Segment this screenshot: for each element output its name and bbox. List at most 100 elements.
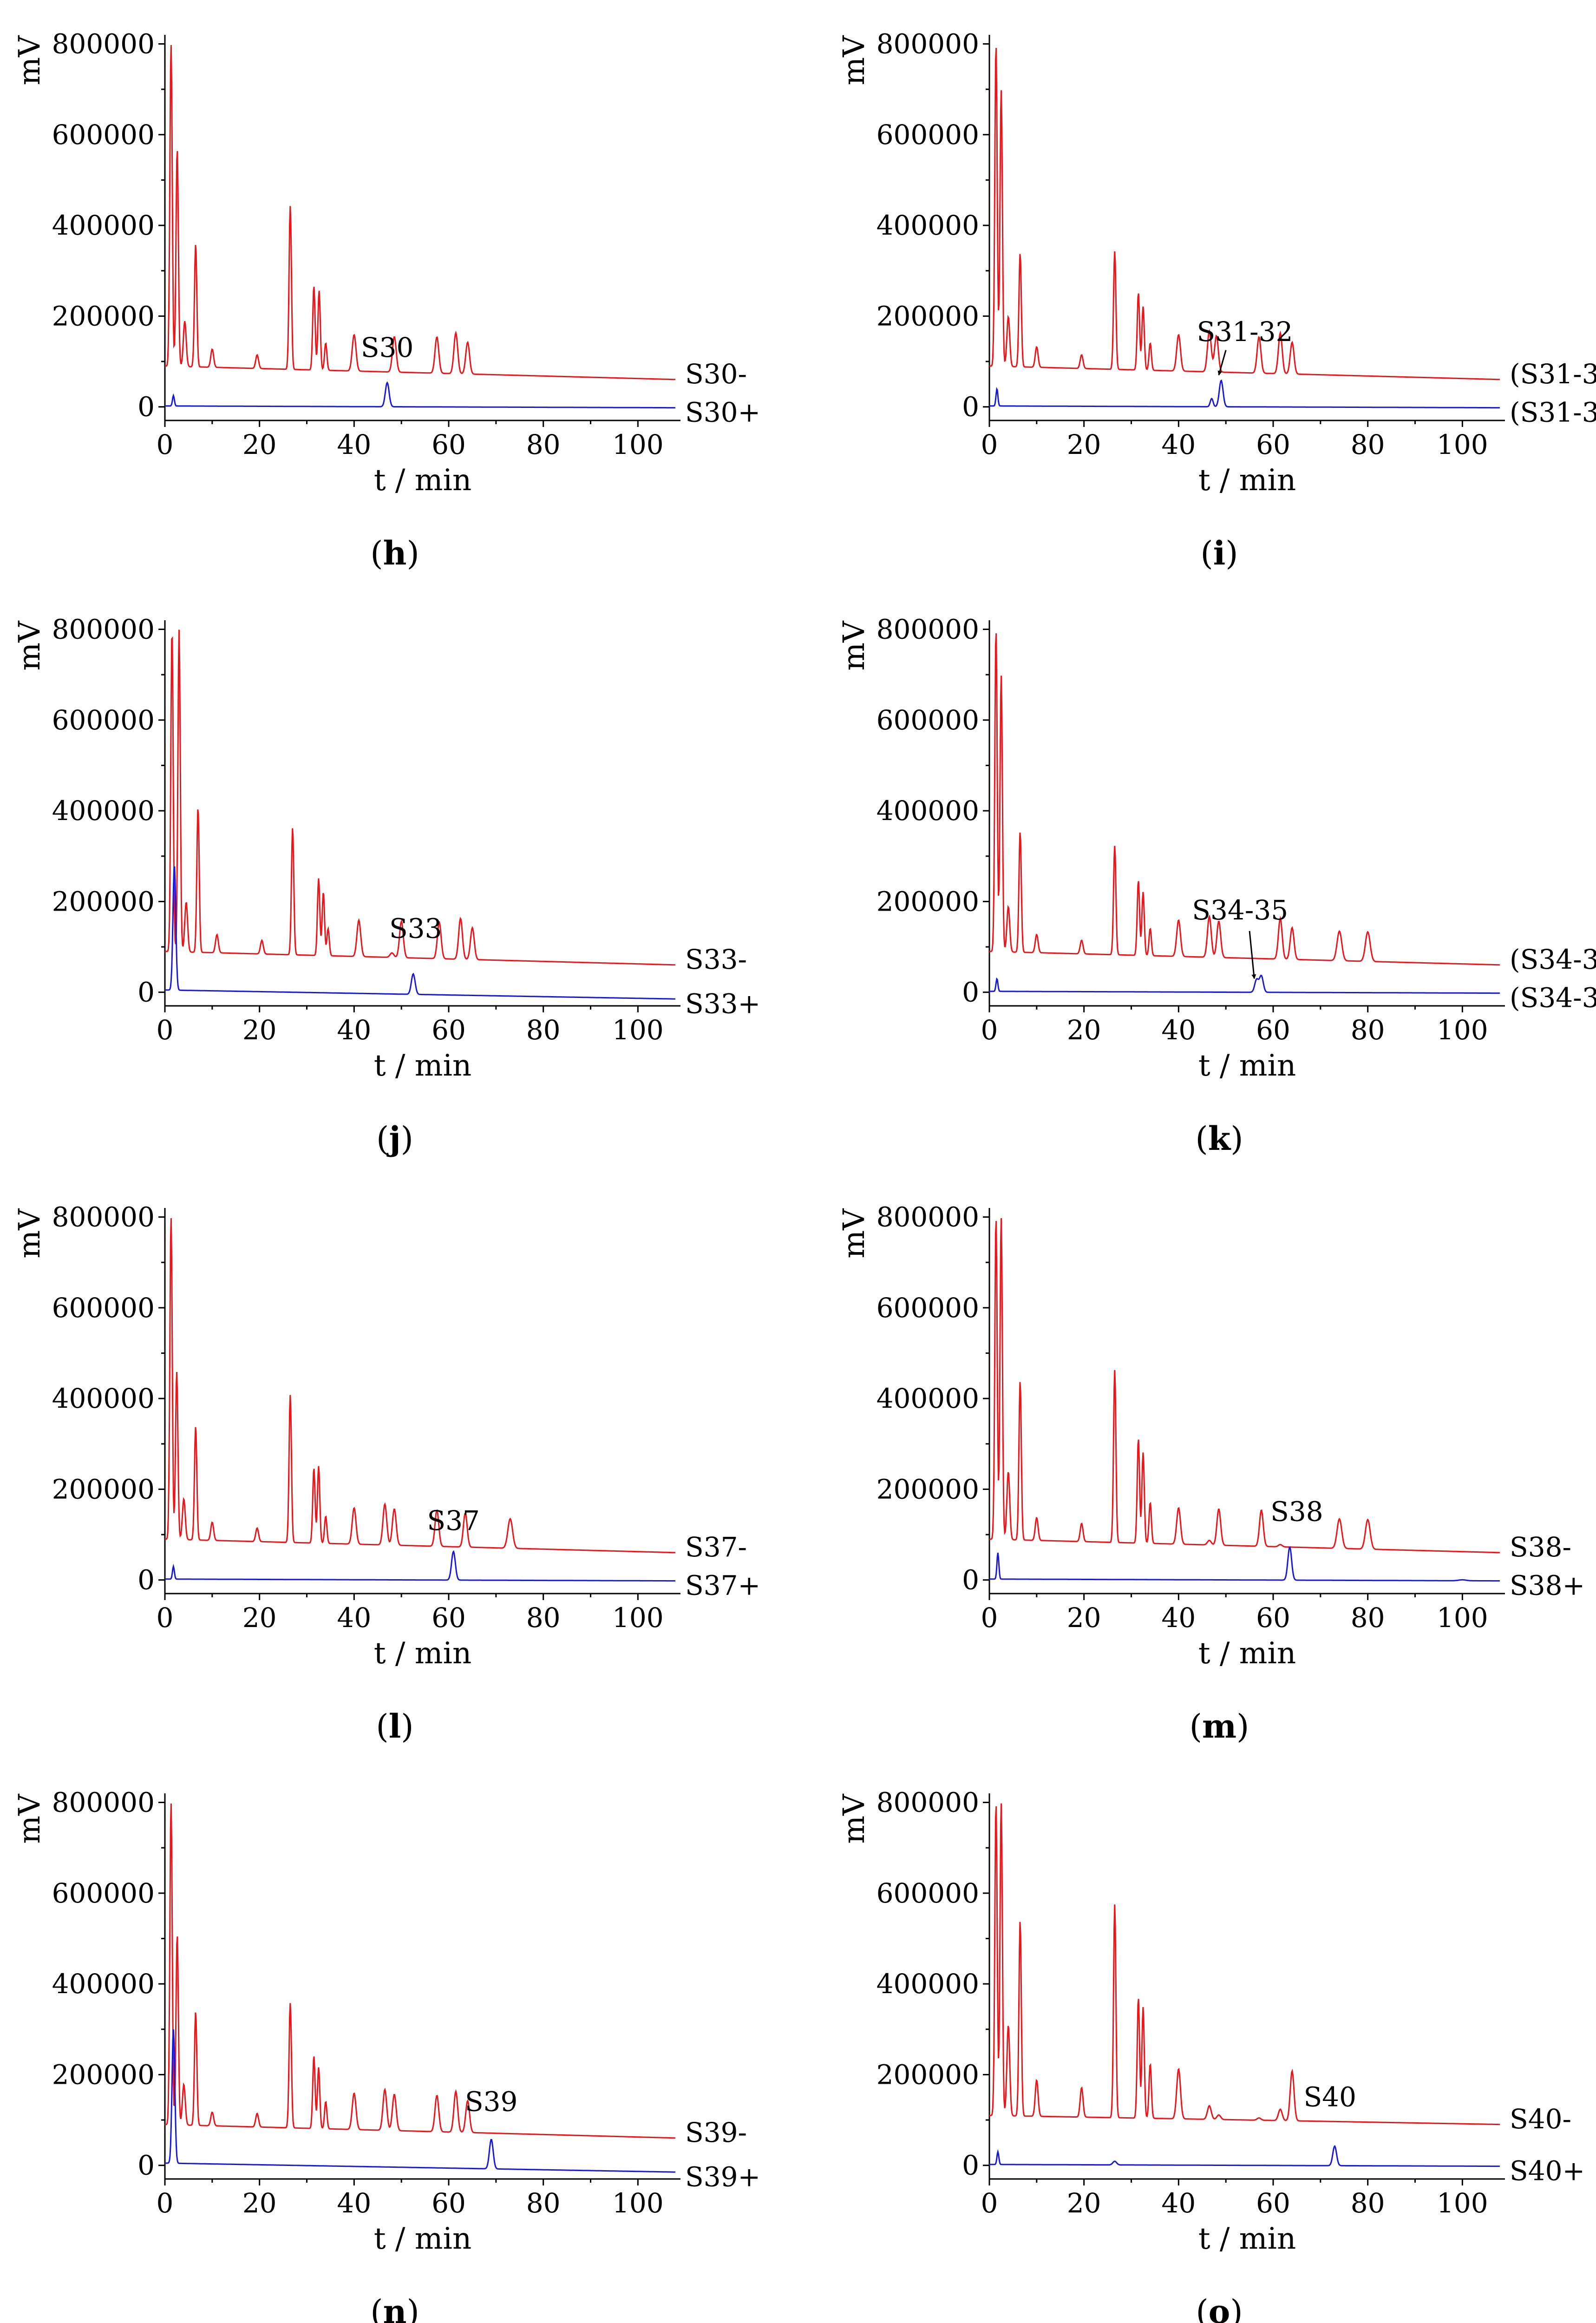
panel-label-open-paren: (	[376, 1707, 388, 1746]
peak-label: S31-32	[1197, 316, 1293, 348]
trace-minus	[164, 630, 675, 966]
x-axis-title: t / min	[1198, 463, 1296, 498]
y-tick-label: 800000	[52, 1201, 155, 1233]
y-tick-label: 400000	[52, 795, 155, 827]
y-tick-label: 600000	[876, 1292, 979, 1324]
x-tick-label: 0	[157, 2187, 174, 2219]
x-tick-label: 60	[1256, 2187, 1290, 2219]
x-tick-label: 80	[526, 1014, 561, 1046]
x-tick-label: 40	[1161, 429, 1196, 460]
panel-label-open-paren: (	[1200, 534, 1213, 572]
trace-label: S39-	[685, 2117, 747, 2148]
trace-plus	[989, 974, 1500, 994]
panel-label-letter: l	[389, 1707, 401, 1746]
panel-label: (o)	[1196, 2292, 1243, 2323]
x-tick-label: 80	[1351, 2187, 1385, 2219]
panel-label-open-paren: (	[1196, 2293, 1208, 2323]
panel-label: (k)	[1195, 1119, 1243, 1158]
trace-minus	[989, 48, 1500, 381]
y-tick-label: 800000	[52, 1787, 155, 1818]
trace-label: S38-	[1510, 1531, 1571, 1563]
y-axis-title: mV	[13, 620, 47, 671]
trace-label: (S31-32)+	[1510, 397, 1596, 428]
trace-minus	[989, 1803, 1500, 2126]
trace-label: S33-	[685, 944, 747, 975]
x-axis-title: t / min	[374, 463, 471, 498]
panel-label-close-paren: )	[1230, 2293, 1243, 2323]
panel-label-open-paren: (	[370, 2293, 383, 2323]
x-tick-label: 100	[1437, 429, 1488, 460]
x-tick-label: 80	[1351, 1602, 1385, 1634]
y-tick-label: 600000	[876, 1877, 979, 1909]
x-tick-label: 20	[242, 1014, 277, 1046]
x-tick-label: 80	[526, 429, 561, 460]
y-tick-label: 200000	[52, 2059, 155, 2090]
x-tick-label: 60	[432, 1014, 466, 1046]
x-tick-label: 100	[612, 1602, 664, 1634]
x-tick-label: 0	[157, 429, 174, 460]
y-tick-label: 0	[137, 2150, 155, 2181]
y-tick-label: 600000	[52, 119, 155, 151]
y-tick-label: 400000	[876, 795, 979, 827]
y-tick-label: 800000	[52, 28, 155, 60]
trace-label: S40+	[1510, 2155, 1585, 2187]
panel-label-letter: k	[1208, 1119, 1231, 1158]
trace-label: (S34-35)+	[1510, 982, 1596, 1014]
chart-panel-h: 0 200000 400000 600000 800000 0 20 40 60 80 100 t /…	[13, 28, 760, 572]
y-tick-label: 400000	[876, 1968, 979, 2000]
x-tick-label: 40	[337, 1602, 371, 1634]
y-axis-title: mV	[837, 620, 871, 671]
y-tick-label: 0	[137, 1564, 155, 1596]
trace-plus	[165, 2029, 676, 2173]
x-tick-label: 20	[242, 1602, 277, 1634]
y-tick-label: 400000	[876, 210, 979, 241]
x-tick-label: 0	[981, 1602, 998, 1634]
y-axis-title: mV	[837, 1793, 871, 1844]
trace-minus	[165, 1803, 675, 2139]
x-tick-label: 20	[1067, 2187, 1101, 2219]
x-tick-label: 0	[981, 2187, 998, 2219]
x-tick-label: 100	[612, 429, 664, 460]
x-axis-title: t / min	[374, 2222, 471, 2256]
trace-minus	[989, 633, 1500, 966]
y-axis-title: mV	[13, 1793, 47, 1844]
x-tick-label: 100	[1437, 2187, 1488, 2219]
y-tick-label: 800000	[52, 614, 155, 645]
y-tick-label: 600000	[876, 119, 979, 151]
y-tick-label: 0	[137, 391, 155, 423]
x-axis-title: t / min	[1198, 1636, 1296, 1671]
x-tick-label: 60	[1256, 1014, 1290, 1046]
x-tick-label: 100	[612, 1014, 664, 1046]
trace-minus	[165, 1218, 675, 1554]
trace-label: S30+	[685, 397, 760, 428]
panel-label-close-paren: )	[406, 2293, 419, 2323]
x-axis-title: t / min	[374, 1636, 471, 1671]
trace-minus	[989, 1218, 1500, 1554]
panel-label-letter: i	[1213, 534, 1226, 572]
y-tick-label: 400000	[52, 1968, 155, 2000]
y-axis-title: mV	[837, 35, 871, 85]
x-tick-label: 40	[1161, 2187, 1196, 2219]
x-tick-label: 60	[432, 429, 466, 460]
x-tick-label: 80	[1351, 429, 1385, 460]
trace-plus	[165, 1550, 675, 1582]
y-tick-label: 600000	[52, 1877, 155, 1909]
peak-label: S30	[361, 332, 414, 363]
panel-label: (m)	[1190, 1707, 1249, 1746]
panel-label: (i)	[1200, 534, 1238, 572]
peak-label: S38	[1270, 1496, 1323, 1528]
y-tick-label: 200000	[52, 1473, 155, 1505]
x-axis-title: t / min	[1198, 1049, 1296, 1083]
x-axis-title: t / min	[1198, 2222, 1296, 2256]
panel-label-open-paren: (	[1190, 1707, 1202, 1746]
x-tick-label: 0	[157, 1602, 174, 1634]
panel-label-close-paren: )	[1230, 1120, 1243, 1158]
trace-label: S33+	[685, 988, 760, 1019]
peak-arrow	[1217, 350, 1227, 376]
x-tick-label: 60	[1256, 429, 1290, 460]
y-tick-label: 200000	[876, 1473, 979, 1505]
panel-label: (j)	[376, 1119, 413, 1158]
trace-label: S37-	[685, 1531, 747, 1563]
x-tick-label: 20	[1067, 1602, 1101, 1634]
panel-label: (l)	[376, 1707, 413, 1746]
